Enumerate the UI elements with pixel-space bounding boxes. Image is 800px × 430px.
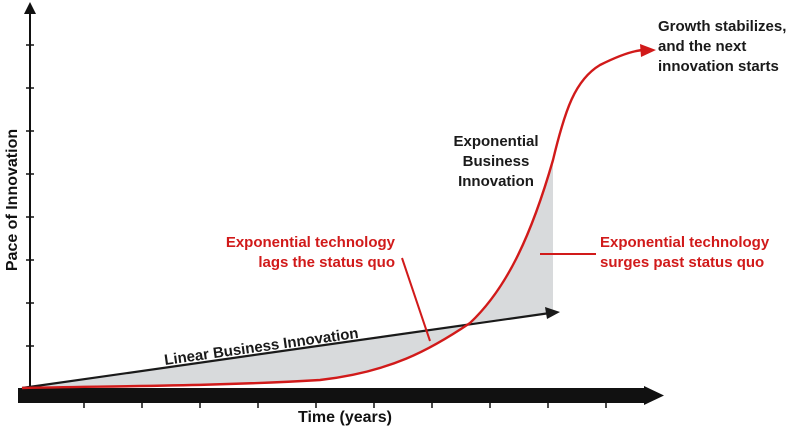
svg-text:innovation starts: innovation starts — [658, 58, 779, 75]
surges-annotation: Exponential technology surges past statu… — [600, 234, 770, 271]
svg-text:Business: Business — [463, 153, 530, 170]
svg-text:Innovation: Innovation — [458, 173, 534, 190]
y-axis — [24, 2, 36, 390]
svg-text:Growth stabilizes,: Growth stabilizes, — [658, 18, 786, 35]
x-axis-title: Time (years) — [298, 409, 392, 426]
exponential-innovation-curve — [21, 44, 656, 390]
svg-text:Exponential technology: Exponential technology — [226, 234, 396, 251]
x-axis — [18, 386, 664, 408]
lags-annotation: Exponential technology lags the status q… — [226, 234, 396, 271]
svg-text:surges past status quo: surges past status quo — [600, 254, 764, 271]
svg-text:Exponential technology: Exponential technology — [600, 234, 770, 251]
y-axis-title: Pace of Innovation — [4, 129, 21, 271]
svg-text:lags the status quo: lags the status quo — [258, 254, 395, 271]
linear-innovation-line — [21, 307, 560, 390]
svg-text:and the next: and the next — [658, 38, 746, 55]
stabilizes-annotation: Growth stabilizes, and the next innovati… — [658, 18, 786, 75]
surge-gap-region — [470, 160, 553, 323]
lags-leader-line — [401, 257, 431, 342]
svg-text:Exponential: Exponential — [453, 133, 538, 150]
exponential-innovation-label: Exponential Business Innovation — [453, 133, 538, 190]
